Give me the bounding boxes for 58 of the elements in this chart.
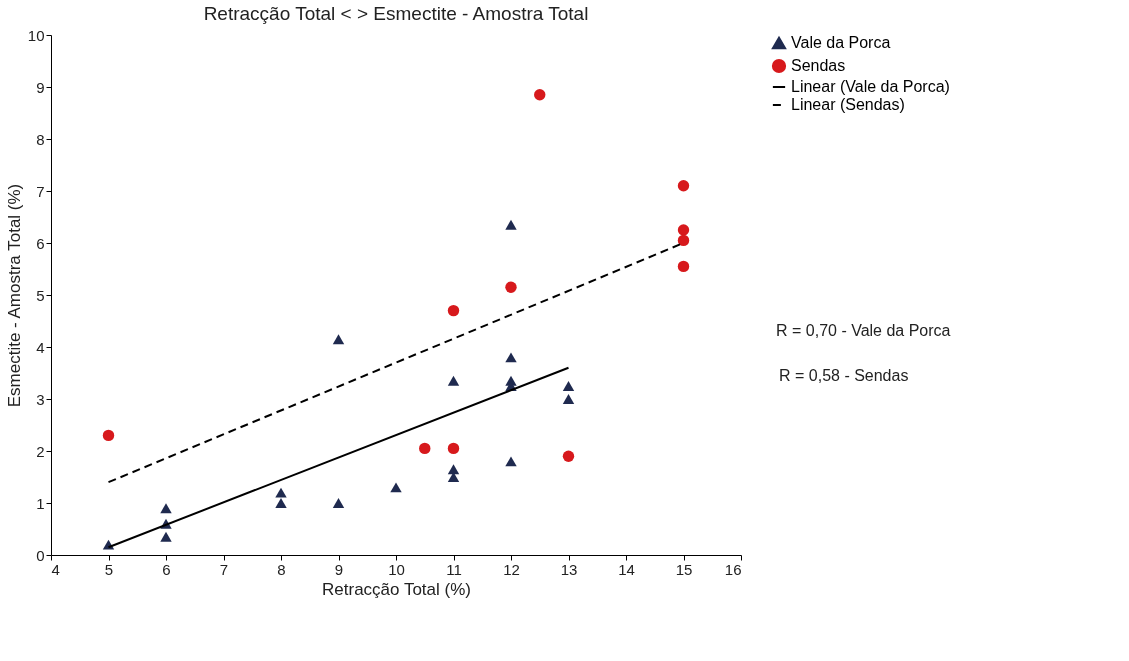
y-tick-label: 4 [36,338,45,356]
legend-label: Vale da Porca [791,34,891,51]
point [102,429,115,442]
x-tick-label: 4 [51,560,60,578]
y-tick-label: 10 [27,26,45,44]
text: R = 0,58 - Sendas [779,367,909,385]
point [677,234,690,247]
x-tick-label: 9 [334,560,344,578]
x-tick-label: 6 [162,560,171,578]
point [677,224,690,236]
y-tick-label: 1 [36,494,45,512]
legend-label: Linear (Vale da Porca) [791,78,950,95]
y-tick-label: 0 [36,546,45,564]
point [447,442,460,455]
x-tick-label: 16 [724,560,742,578]
y-tick-label: 5 [36,286,45,304]
x-tick-label: 15 [675,560,693,578]
y-axis-title: Esmectite - Amostra Total (%) [4,183,24,408]
point [562,381,575,391]
point [447,304,460,317]
point [390,482,402,493]
x-tick-label: 14 [618,560,635,578]
point [275,487,287,498]
y-tick-label: 7 [36,182,45,200]
x-tick-label: 13 [560,560,578,578]
legend-label: Sendas [791,57,846,74]
point [677,180,690,192]
point [505,352,517,363]
x-tick-label: 10 [388,560,405,578]
point [419,442,431,455]
point [505,219,517,230]
y-tick-label: 9 [36,78,45,96]
x-tick-label: 8 [277,560,286,578]
point [447,464,460,475]
point [562,394,575,404]
point [677,260,690,273]
point [160,531,172,542]
point [562,450,575,462]
y-tick-label: 8 [36,130,45,148]
y-tick-label: 2 [36,442,45,460]
x-axis-title: Retracção Total (%) [322,579,471,599]
x-tick-label: 12 [503,560,520,578]
point [505,281,517,293]
chart-title: Retracção Total < > Esmectite - Amostra Total [203,3,589,24]
point [160,503,172,514]
point [447,375,460,386]
y-tick-label: 3 [36,390,45,408]
y-tick-label: 6 [36,234,45,252]
point [332,498,345,508]
legend-label: Linear (Sendas) [791,96,905,113]
point [275,498,287,508]
x-tick-label: 5 [104,560,114,578]
text: R = 0,70 - Vale da Porca [776,322,951,340]
point [332,334,345,345]
x-tick-label: 7 [219,560,229,578]
point [505,456,517,467]
point [534,89,546,101]
x-tick-label: 11 [446,560,462,578]
